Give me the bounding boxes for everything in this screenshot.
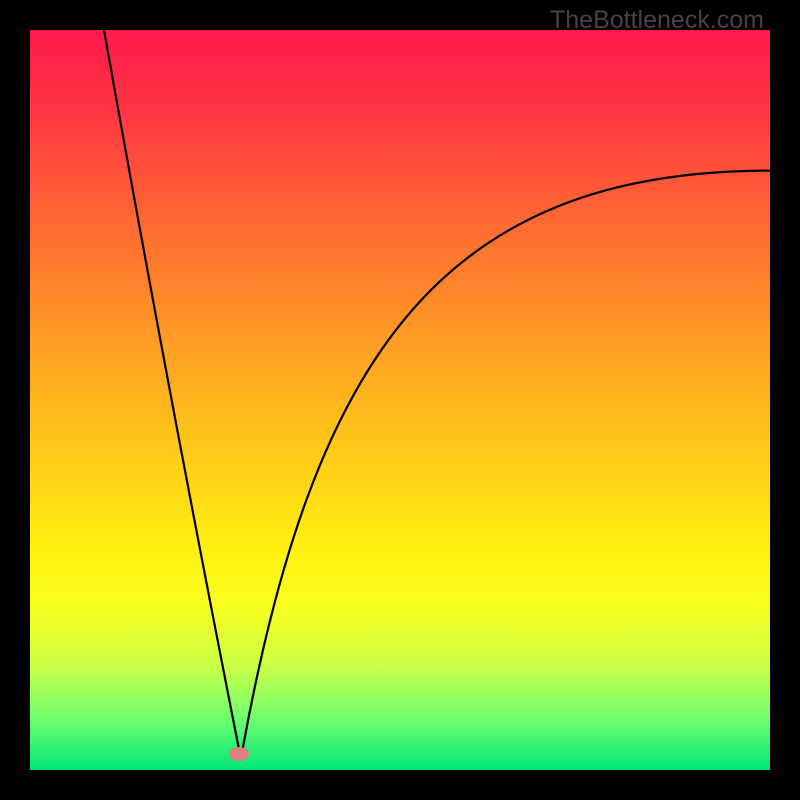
optimum-marker (229, 747, 249, 761)
chart-figure (30, 30, 770, 770)
gradient-background (30, 30, 770, 770)
watermark-text: TheBottleneck.com (550, 6, 764, 35)
chart-stage: TheBottleneck.com (0, 0, 800, 800)
plot-area (30, 30, 770, 770)
